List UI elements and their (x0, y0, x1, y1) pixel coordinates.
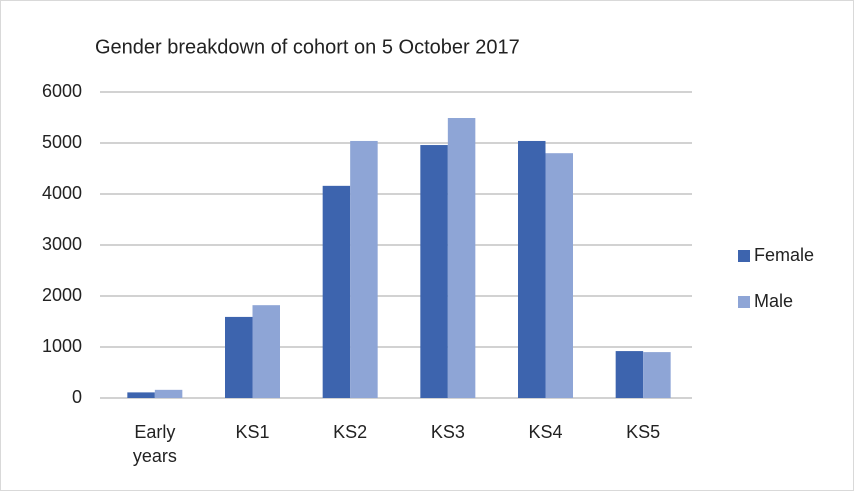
bar (447, 118, 476, 398)
bar (127, 392, 155, 398)
bar (518, 140, 546, 398)
chart-title: Gender breakdown of cohort on 5 October … (95, 36, 520, 58)
legend-label: Male (754, 291, 793, 311)
bar (643, 352, 671, 398)
x-tick-label: KS3 (430, 422, 465, 442)
legend-swatch (738, 296, 750, 308)
bar (225, 316, 253, 398)
legend-swatch (738, 250, 750, 262)
legend-label: Female (754, 245, 814, 265)
x-tick-label: KS1 (235, 422, 270, 442)
y-tick-label: 5000 (42, 132, 82, 152)
bar (350, 140, 378, 398)
x-tick-label: KS5 (626, 422, 661, 442)
x-tick-label: Early years (132, 422, 177, 466)
y-tick-label: 3000 (42, 234, 82, 254)
y-tick-label: 4000 (42, 183, 82, 203)
y-tick-label: 6000 (42, 81, 82, 101)
y-tick-label: 0 (72, 387, 82, 407)
bar (322, 185, 351, 398)
bar (252, 305, 280, 398)
x-tick-label: KS4 (528, 422, 563, 442)
bar (154, 389, 183, 398)
x-tick-label: KS2 (333, 422, 368, 442)
bar (615, 351, 644, 398)
y-tick-label: 1000 (42, 336, 82, 356)
bar (420, 145, 448, 398)
y-tick-label: 2000 (42, 285, 82, 305)
bar (545, 153, 573, 398)
